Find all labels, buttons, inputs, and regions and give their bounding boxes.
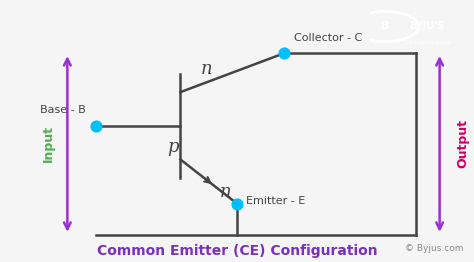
Text: p: p: [168, 138, 179, 156]
Text: Emitter - E: Emitter - E: [246, 196, 306, 206]
Point: [280, 51, 288, 55]
Text: Output: Output: [456, 119, 470, 168]
Text: n: n: [201, 60, 212, 78]
Point: [92, 124, 100, 128]
Text: Base - B: Base - B: [40, 105, 86, 116]
Text: The Learning App: The Learning App: [403, 40, 451, 45]
Point: [233, 201, 241, 206]
Text: B: B: [381, 21, 390, 31]
Text: n: n: [219, 183, 231, 201]
Text: BYJU'S: BYJU'S: [410, 21, 445, 31]
Text: Common Emitter (CE) Configuration: Common Emitter (CE) Configuration: [97, 244, 377, 258]
Text: © Byjus.com: © Byjus.com: [405, 244, 463, 253]
Text: Input: Input: [42, 125, 55, 162]
Text: Collector - C: Collector - C: [293, 33, 362, 43]
